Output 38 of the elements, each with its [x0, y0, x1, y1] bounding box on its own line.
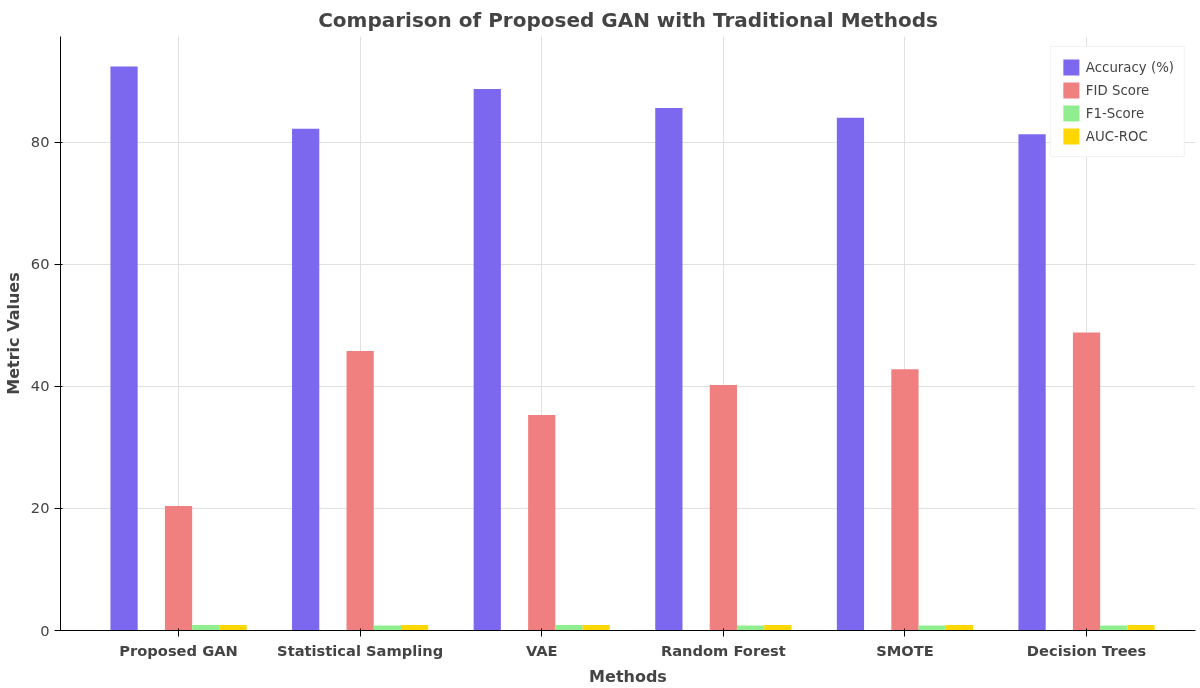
x-tick-label: SMOTE — [876, 641, 934, 659]
bar — [1018, 134, 1046, 631]
bar — [346, 350, 374, 631]
bar — [709, 385, 737, 631]
bar — [110, 66, 138, 631]
bar — [1072, 332, 1101, 631]
x-tick-label: Proposed GAN — [119, 641, 238, 659]
bar — [401, 625, 429, 631]
legend-label: FID Score — [1085, 82, 1150, 98]
bar — [164, 505, 193, 631]
y-tick-label: 40 — [30, 377, 50, 395]
y-axis-title: Metric Values — [3, 272, 23, 395]
y-tick-label: 20 — [30, 499, 50, 517]
x-tick-label: VAE — [525, 641, 558, 659]
y-tick-label: 80 — [30, 133, 50, 151]
bar — [764, 625, 792, 631]
bar — [219, 625, 247, 631]
bar — [555, 625, 583, 631]
bar — [528, 415, 556, 631]
legend-label: Accuracy (%) — [1085, 59, 1174, 75]
chart-title: Comparison of Proposed GAN with Traditional Methods — [318, 7, 938, 32]
x-tick-label: Statistical Sampling — [277, 641, 444, 659]
x-tick-label: Decision Trees — [1026, 641, 1147, 659]
y-tick-label: 0 — [40, 621, 50, 639]
legend-label: F1-Score — [1085, 105, 1145, 121]
bar — [655, 107, 683, 631]
legend-label: AUC-ROC — [1085, 128, 1148, 144]
bar — [582, 625, 610, 631]
bar — [1127, 625, 1155, 631]
x-axis-title: Methods — [589, 666, 667, 686]
bar — [192, 625, 220, 631]
x-tick-label: Random Forest — [660, 641, 786, 659]
bar — [836, 117, 865, 631]
bar — [945, 625, 974, 631]
bar — [891, 369, 919, 631]
bar — [292, 128, 320, 631]
y-tick-label: 60 — [30, 255, 50, 273]
bar — [473, 89, 501, 631]
